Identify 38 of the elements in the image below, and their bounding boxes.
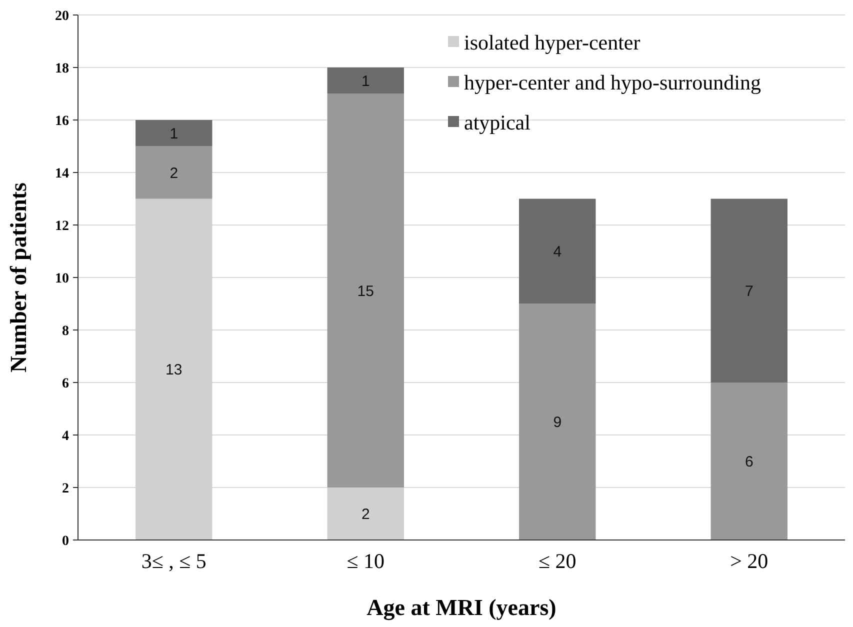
bar — [710, 198, 788, 382]
bar — [710, 382, 788, 540]
bar — [519, 304, 596, 540]
data-label: 1 — [170, 125, 178, 142]
x-tick-label: 3≤ , ≤ 5 — [141, 549, 206, 573]
data-label: 4 — [553, 244, 562, 260]
data-label: 2 — [170, 164, 178, 182]
bar — [327, 94, 404, 488]
data-label: 9 — [553, 414, 562, 432]
data-label: 15 — [357, 282, 374, 300]
bar — [327, 68, 404, 94]
data-label: 13 — [166, 362, 182, 379]
data-label: 1 — [361, 72, 370, 90]
x-tick-label: ≤ 10 — [346, 549, 385, 573]
y-tick-label: 10 — [55, 271, 69, 286]
x-tick-label: > 20 — [730, 549, 768, 573]
y-tick-label: 18 — [55, 61, 69, 76]
legend-label: atypical — [464, 110, 531, 134]
y-tick-label: 0 — [62, 534, 69, 549]
legend-label: isolated hyper-center — [464, 30, 640, 54]
bar — [136, 146, 212, 199]
y-tick-label: 4 — [62, 428, 69, 444]
y-tick-label: 2 — [62, 481, 69, 496]
x-axis-title: Age at MRI (years) — [366, 595, 556, 621]
data-label: 2 — [361, 506, 370, 523]
y-tick-label: 14 — [55, 166, 69, 182]
y-tick-label: 16 — [55, 114, 69, 129]
y-tick-label: 12 — [55, 218, 69, 234]
y-tick-label: 6 — [62, 376, 69, 392]
y-tick-label: 8 — [62, 324, 69, 339]
y-axis-title: Number of patients — [6, 182, 31, 372]
bar — [136, 120, 212, 146]
data-label: 6 — [744, 454, 754, 470]
data-label: 7 — [744, 282, 754, 300]
legend-label: hyper-center and hypo-surrounding — [464, 70, 762, 94]
y-tick-label: 20 — [55, 8, 69, 24]
x-tick-label: ≤ 20 — [538, 549, 576, 573]
bar — [519, 198, 596, 304]
